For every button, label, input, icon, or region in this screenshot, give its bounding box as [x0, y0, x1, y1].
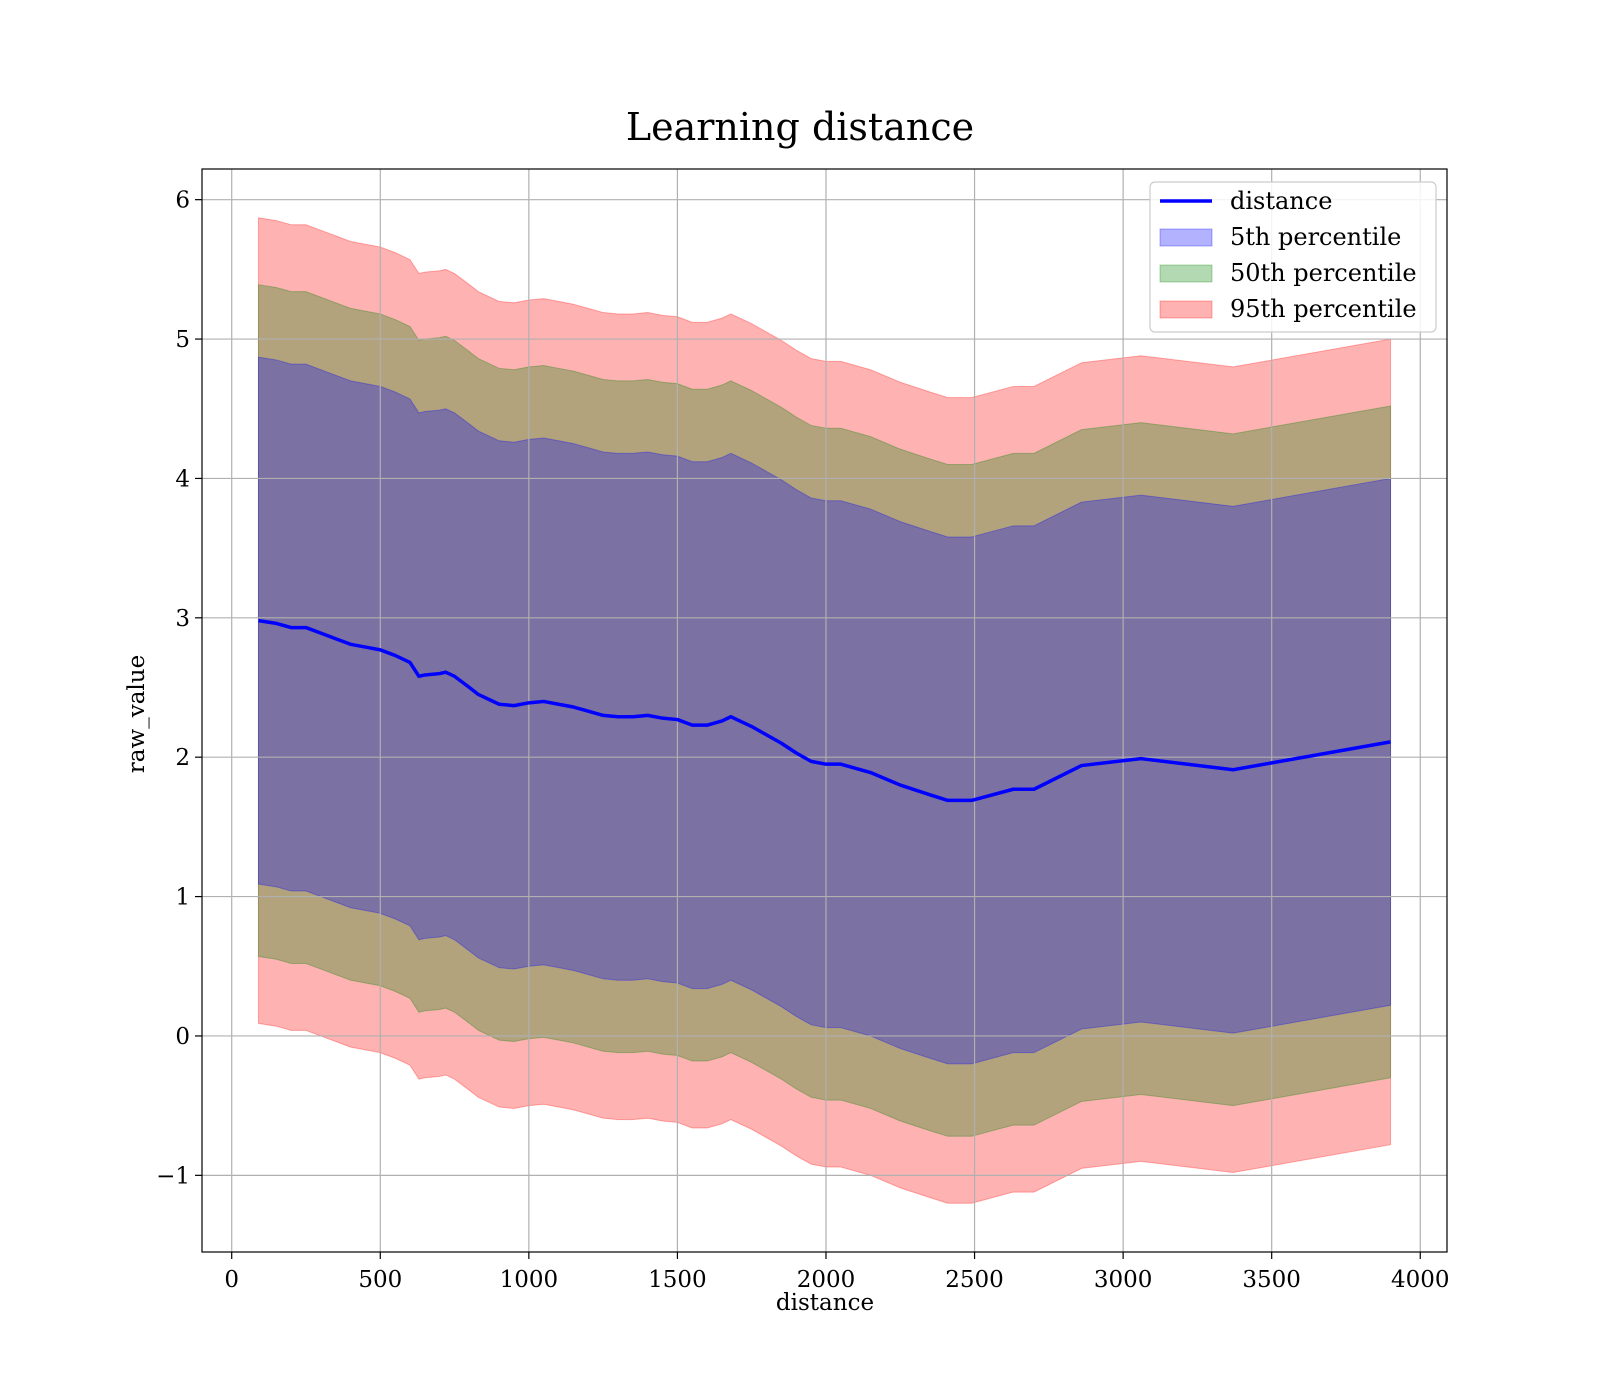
x-tick-label: 500: [358, 1267, 402, 1293]
y-tick-label: 3: [175, 606, 190, 632]
legend-swatch: [1159, 228, 1213, 247]
grid-lines: [202, 169, 1447, 1252]
legend-swatch: [1159, 300, 1213, 319]
x-tick-label: 3500: [1242, 1267, 1301, 1293]
plot-frame: [201, 168, 1448, 1253]
percentile-bands: [257, 217, 1392, 1204]
x-tick-label: 3000: [1094, 1267, 1153, 1293]
legend-label: distance: [1230, 187, 1332, 215]
x-tick-label: 2500: [945, 1267, 1004, 1293]
plot-area: [201, 168, 1448, 1253]
legend-label: 95th percentile: [1230, 295, 1417, 323]
y-axis-label: raw_value: [124, 655, 150, 773]
y-tick-label: 5: [175, 327, 190, 353]
band-95th-percentile: [257, 217, 1392, 1204]
x-axis-ticks: 0 500 1000 1500 2000 2500 3000 3500 4000: [224, 1252, 1450, 1293]
band-50th-percentile: [257, 284, 1392, 1137]
y-tick-label: 2: [175, 745, 190, 771]
x-tick-label: 1500: [648, 1267, 707, 1293]
x-tick-label: 1000: [500, 1267, 559, 1293]
legend-label: 50th percentile: [1230, 259, 1417, 287]
y-tick-label: 4: [175, 466, 190, 492]
y-tick-label: 0: [175, 1024, 190, 1050]
series-line-distance: [258, 618, 1391, 803]
y-tick-label: 6: [175, 188, 190, 214]
x-tick-label: 2000: [797, 1267, 856, 1293]
x-tick-label: 0: [224, 1267, 239, 1293]
x-axis-label: distance: [776, 1290, 874, 1316]
chart-title: Learning distance: [626, 105, 974, 149]
legend-swatch: [1159, 264, 1213, 283]
legend-label: 5th percentile: [1230, 223, 1401, 251]
y-axis-ticks: −1 0 1 2 3 4 5 6: [156, 188, 202, 1189]
legend: distance 5th percentile 50th percentile 95t…: [1149, 181, 1437, 333]
y-tick-label: 1: [175, 885, 190, 911]
band-5th-percentile: [257, 356, 1392, 1065]
x-tick-label: 4000: [1391, 1267, 1450, 1293]
legend-box: [1149, 181, 1437, 333]
y-tick-label: −1: [156, 1163, 190, 1189]
series-lines: [258, 618, 1391, 803]
